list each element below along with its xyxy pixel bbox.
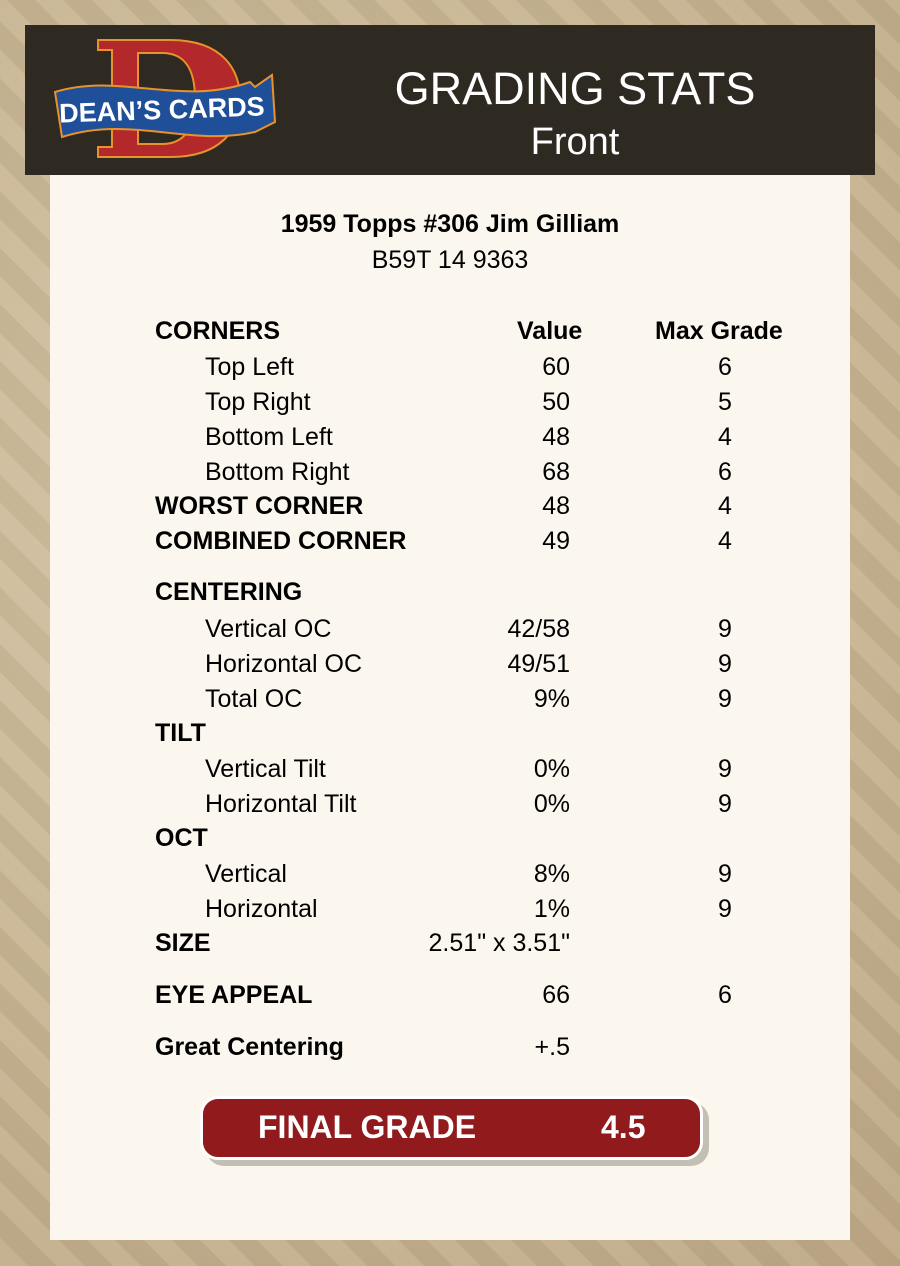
stats-card <box>50 175 850 1240</box>
row-max-grade: 9 <box>718 685 732 713</box>
row-value: 49 <box>542 527 570 555</box>
row-value: 9% <box>533 685 570 713</box>
row-label: Bottom Right <box>205 458 350 486</box>
card-name: 1959 Topps #306 Jim Gilliam <box>280 210 620 238</box>
row-label: SIZE <box>155 929 211 957</box>
row-value: 49/51 <box>507 650 570 678</box>
max-grade-column-header: Max Grade <box>655 317 783 345</box>
row-value: 66 <box>542 981 570 1009</box>
table-row: Horizontal Tilt 0% 9 <box>0 789 900 819</box>
table-row: Bottom Right 68 6 <box>0 457 900 487</box>
row-label: TILT <box>155 719 206 747</box>
table-row: Vertical 8% 9 <box>0 859 900 889</box>
value-column-header: Value <box>517 317 583 345</box>
table-row: SIZE 2.51" x 3.51" <box>0 928 900 958</box>
header: DEAN’S CARDS GRADING STATS Front <box>25 25 875 175</box>
row-value: 0% <box>533 790 570 818</box>
deans-cards-logo: DEAN’S CARDS <box>53 39 277 158</box>
row-label: WORST CORNER <box>155 492 364 520</box>
row-max-grade: 9 <box>718 650 732 678</box>
row-max-grade: 6 <box>718 981 732 1009</box>
final-grade-banner: FINAL GRADE 4.5 <box>200 1096 703 1160</box>
row-value: 48 <box>542 423 570 451</box>
row-label: EYE APPEAL <box>155 981 313 1009</box>
row-max-grade: 9 <box>718 615 732 643</box>
row-value: 60 <box>542 353 570 381</box>
row-max-grade: 6 <box>718 353 732 381</box>
table-row: Top Right 50 5 <box>0 387 900 417</box>
row-label: Vertical <box>205 860 287 888</box>
row-label: Top Left <box>205 353 294 381</box>
table-row: Total OC 9% 9 <box>0 684 900 714</box>
cert-number: B59T 14 9363 <box>371 246 529 274</box>
table-row: Bottom Left 48 4 <box>0 422 900 452</box>
row-label: Vertical Tilt <box>205 755 326 783</box>
row-label: Bottom Left <box>205 423 333 451</box>
row-value: 0% <box>533 755 570 783</box>
row-value: 48 <box>542 492 570 520</box>
row-label: COMBINED CORNER <box>155 527 407 555</box>
row-label: CORNERS <box>155 317 281 345</box>
page-subtitle: Front <box>530 121 620 163</box>
row-value: +.5 <box>534 1033 570 1061</box>
row-value: 1% <box>533 895 570 923</box>
row-value: 42/58 <box>507 615 570 643</box>
row-value: 8% <box>533 860 570 888</box>
row-max-grade: 9 <box>718 755 732 783</box>
row-label: Horizontal OC <box>205 650 362 678</box>
svg-text:DEAN’S CARDS: DEAN’S CARDS <box>59 91 265 128</box>
row-value: 50 <box>542 388 570 416</box>
row-value: 68 <box>542 458 570 486</box>
table-row: COMBINED CORNER 49 4 <box>0 526 900 556</box>
table-row: Horizontal 1% 9 <box>0 894 900 924</box>
table-row: Top Left 60 6 <box>0 352 900 382</box>
row-label: Total OC <box>205 685 303 713</box>
table-row: CORNERS <box>0 316 900 346</box>
row-label: Horizontal Tilt <box>205 790 357 818</box>
row-label: Great Centering <box>155 1033 344 1061</box>
row-max-grade: 9 <box>718 895 732 923</box>
table-row: CENTERING <box>0 577 900 607</box>
table-row: Great Centering +.5 <box>0 1032 900 1062</box>
table-row: WORST CORNER 48 4 <box>0 491 900 521</box>
row-max-grade: 9 <box>718 860 732 888</box>
row-label: Vertical OC <box>205 615 332 643</box>
row-max-grade: 6 <box>718 458 732 486</box>
row-label: Horizontal <box>205 895 318 923</box>
row-label: Top Right <box>205 388 311 416</box>
row-max-grade: 4 <box>718 423 732 451</box>
table-row: EYE APPEAL 66 6 <box>0 980 900 1010</box>
row-max-grade: 5 <box>718 388 732 416</box>
table-row: Vertical OC 42/58 9 <box>0 614 900 644</box>
table-row: OCT <box>0 823 900 853</box>
row-label: OCT <box>155 824 208 852</box>
final-grade-value: 4.5 <box>601 1109 646 1145</box>
page-title: GRADING STATS <box>394 63 756 114</box>
row-max-grade: 4 <box>718 527 732 555</box>
table-row: TILT <box>0 718 900 748</box>
row-label: CENTERING <box>155 578 303 606</box>
row-max-grade: 9 <box>718 790 732 818</box>
row-max-grade: 4 <box>718 492 732 520</box>
final-grade-label: FINAL GRADE <box>258 1109 477 1145</box>
row-value: 2.51" x 3.51" <box>428 929 570 957</box>
table-row: Horizontal OC 49/51 9 <box>0 649 900 679</box>
table-row: Vertical Tilt 0% 9 <box>0 754 900 784</box>
